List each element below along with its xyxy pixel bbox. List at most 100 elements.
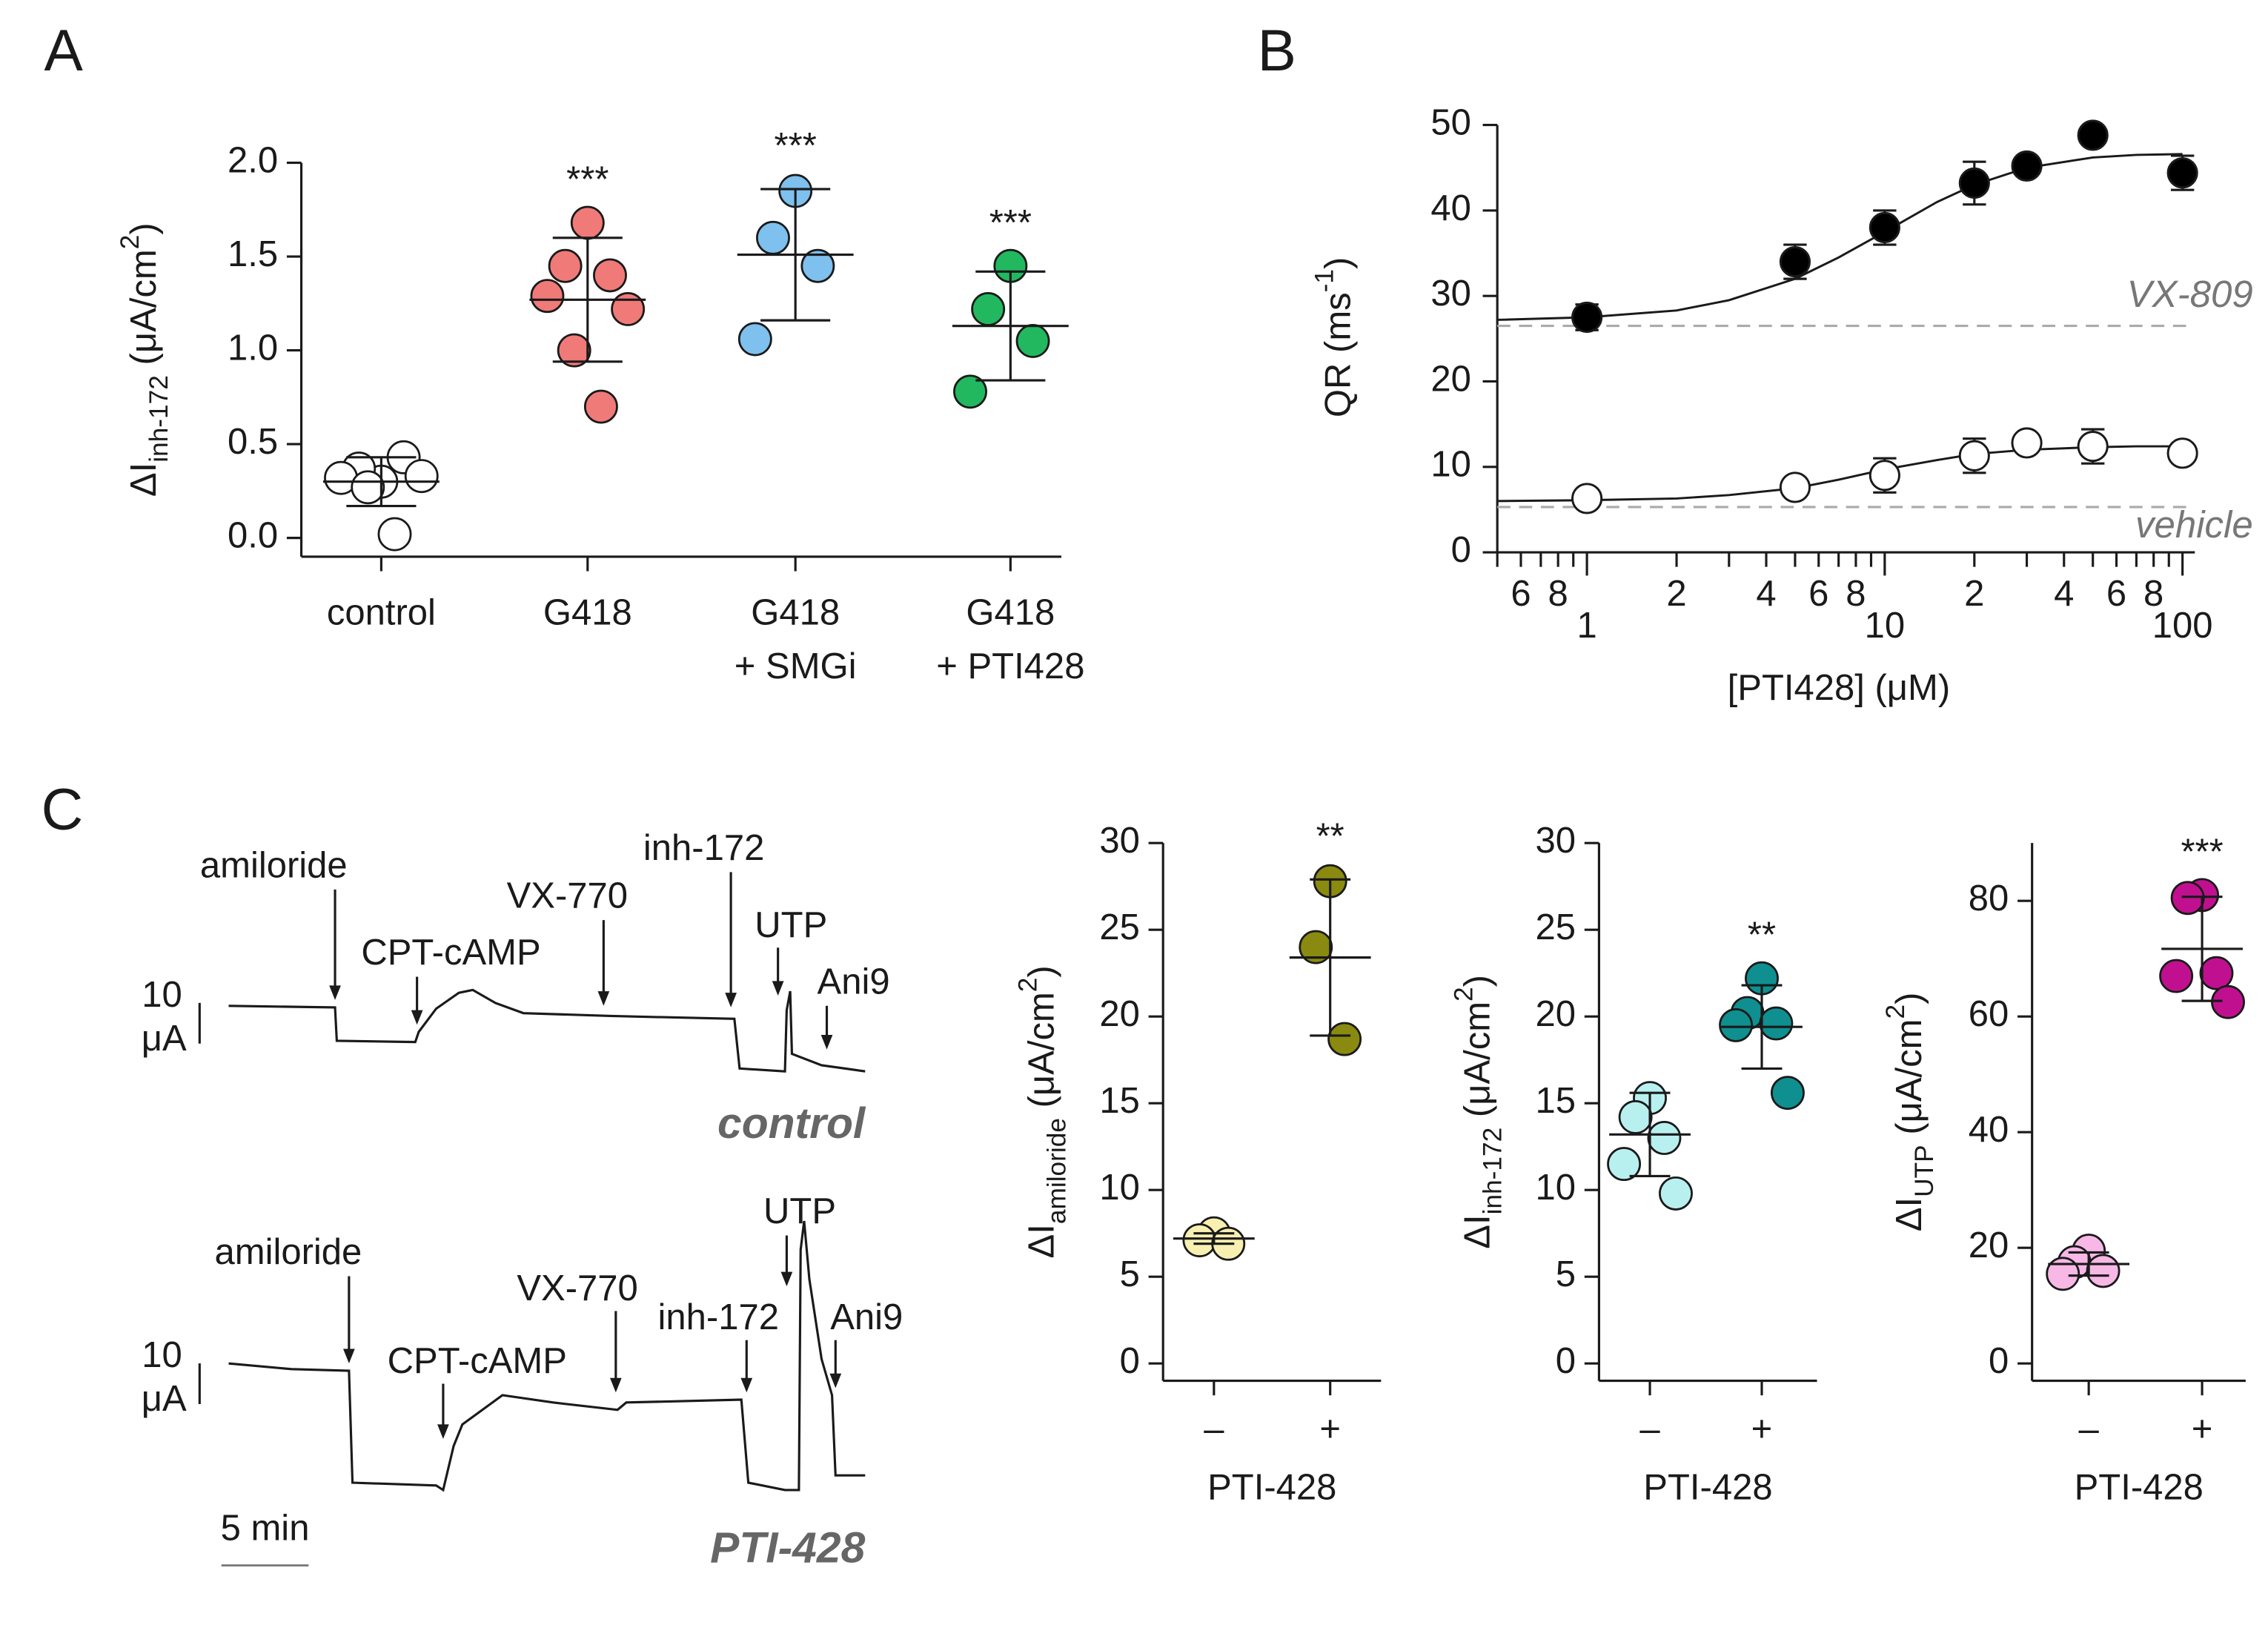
- x-tick-label: 2: [1964, 574, 1984, 614]
- x-tick-label: +: [2192, 1409, 2213, 1449]
- arrow-head: [597, 991, 610, 1006]
- annotation: Ani9: [830, 1297, 903, 1337]
- data-point: [377, 517, 412, 552]
- y-tick-label: 40: [1969, 1110, 2009, 1150]
- y-axis-label: ΔIinh-172 (μA/cm2): [1449, 975, 1507, 1249]
- x-tick-label: G418 + PTI428: [936, 592, 1084, 686]
- x-tick-label: 6: [2106, 574, 2126, 614]
- data-point: [1779, 471, 1811, 503]
- x-tick-label: 1: [1576, 606, 1596, 646]
- data-point: [557, 333, 591, 368]
- y-tick-label: 30: [1099, 821, 1140, 861]
- data-point: [1719, 1007, 1753, 1042]
- arrow-head: [609, 1377, 622, 1393]
- y-label-part: ΔI: [124, 463, 164, 497]
- y-tick-label: 0.0: [228, 516, 278, 556]
- y-scale-value: 10: [142, 975, 182, 1015]
- y-tick-label: 1.5: [228, 234, 278, 274]
- trace-name: control: [717, 1099, 866, 1148]
- annotation: inh-172: [658, 1297, 779, 1337]
- data-point: [1659, 1176, 1693, 1211]
- x-tick-label: –: [1639, 1409, 1660, 1449]
- y-tick-label: 5: [1120, 1254, 1140, 1294]
- y-label-part: amiloride: [1042, 1118, 1071, 1224]
- x-tick-label: +: [1751, 1409, 1773, 1449]
- series-label: VX-809: [2127, 273, 2253, 315]
- data-point: [1869, 460, 1900, 492]
- y-label-part: 2: [1881, 1005, 1910, 1019]
- data-point: [2077, 431, 2109, 463]
- data-point: [1869, 211, 1900, 244]
- annotation: CPT-cAMP: [361, 933, 540, 973]
- data-point: [404, 459, 439, 494]
- y-tick-label: 2.0: [228, 141, 278, 181]
- x-tick-label: 4: [1756, 574, 1776, 614]
- data-point: [737, 322, 772, 357]
- data-point: [1327, 1022, 1362, 1056]
- y-label-part: ): [1021, 965, 1061, 977]
- y-tick-label: 0: [1451, 530, 1471, 570]
- y-label-part: ): [1458, 975, 1498, 987]
- y-tick-label: 50: [1430, 103, 1471, 143]
- y-label-part: ): [124, 222, 164, 234]
- y-tick-label: 80: [1969, 878, 2009, 919]
- arrow-head: [343, 1348, 355, 1364]
- data-point: [1647, 1121, 1682, 1155]
- panel-letter: C: [42, 777, 84, 842]
- y-label-part: 2: [1449, 987, 1478, 1002]
- current-trace: [228, 1220, 866, 1492]
- data-point: [2077, 119, 2109, 151]
- y-label-part: ΔI: [1889, 1197, 1929, 1231]
- y-tick-label: 40: [1430, 188, 1471, 228]
- annotation: UTP: [763, 1191, 836, 1231]
- x-tick-line: G418: [751, 592, 840, 632]
- y-label-part: UTP: [1910, 1145, 1939, 1197]
- data-point: [2166, 437, 2198, 469]
- data-point: [1770, 1076, 1805, 1111]
- significance: ***: [2181, 832, 2223, 872]
- x-tick-line: + PTI428: [936, 646, 1084, 686]
- arrow-head: [820, 1034, 833, 1050]
- x-tick-line: control: [327, 592, 436, 632]
- arrow-head: [829, 1373, 842, 1389]
- y-tick-label: 10: [1099, 1168, 1140, 1208]
- data-point: [570, 205, 605, 240]
- y-label-part: QR (ms: [1318, 292, 1358, 417]
- data-point: [2166, 157, 2198, 189]
- y-label-part: ): [1318, 257, 1358, 269]
- annotation: Ani9: [818, 962, 890, 1002]
- y-tick-label: 20: [1969, 1225, 2009, 1265]
- y-label-part: (μA/cm: [1021, 992, 1061, 1118]
- x-tick-label: G418 + SMGi: [735, 592, 857, 686]
- arrow-head: [725, 993, 737, 1007]
- x-tick-label: 8: [1548, 574, 1568, 614]
- data-point: [2086, 1254, 2121, 1288]
- annotation: amiloride: [200, 845, 348, 885]
- annotation: VX-770: [517, 1268, 637, 1308]
- y-axis-label: ΔIinh-172 (μA/cm2): [116, 222, 173, 497]
- x-axis-label: PTI-428: [1643, 1468, 1772, 1508]
- x-axis-label: PTI-428: [2075, 1468, 2204, 1508]
- x-axis-label: PTI-428: [1207, 1468, 1336, 1508]
- data-point: [351, 470, 385, 505]
- x-tick-label: 8: [1846, 574, 1866, 614]
- y-tick-label: 25: [1099, 907, 1140, 947]
- y-label-part: (μA/cm: [124, 249, 164, 375]
- y-tick-label: 20: [1099, 994, 1140, 1034]
- x-tick-label: 4: [2054, 574, 2074, 614]
- significance: **: [1748, 916, 1776, 956]
- data-point: [1571, 483, 1603, 514]
- data-point: [1958, 167, 1990, 199]
- significance: ***: [775, 126, 817, 166]
- y-label-part: ΔI: [1458, 1214, 1498, 1248]
- data-point: [1607, 1147, 1642, 1182]
- x-axis-label: [PTI428] (μM): [1728, 668, 1951, 708]
- arrow-head: [437, 1424, 449, 1440]
- arrow-head: [772, 981, 784, 996]
- y-label-part: ΔI: [1021, 1224, 1061, 1258]
- x-tick-line: + SMGi: [735, 646, 857, 686]
- y-tick-label: 0.5: [228, 422, 278, 462]
- panel-letter: B: [1258, 18, 1296, 83]
- data-point: [1015, 324, 1050, 358]
- data-point: [756, 220, 790, 255]
